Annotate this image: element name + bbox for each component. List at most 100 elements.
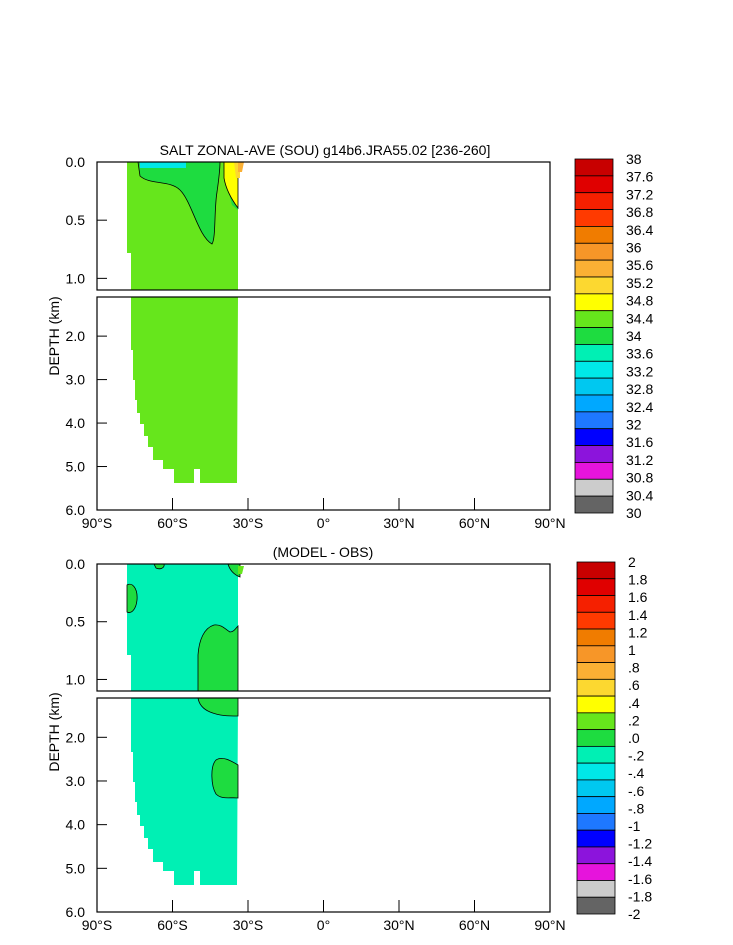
colorbar-label: -.6 [628, 783, 645, 799]
colorbar-swatch [576, 880, 616, 898]
x-tick-label: 30°N [383, 917, 414, 933]
colorbar-swatch [576, 561, 616, 580]
colorbar-label: 1.2 [628, 624, 648, 640]
panel1-fill-34.8-35.2 [223, 162, 239, 210]
y-tick-label: 5.0 [66, 860, 86, 876]
y-tick-label: 0.5 [66, 614, 86, 630]
panel1-lower-fills [131, 297, 238, 483]
y-tick-label: 3.0 [66, 372, 86, 388]
colorbar-label: 32 [626, 417, 642, 433]
colorbar-swatch [574, 428, 614, 446]
panel2-fill-0-0.2-north-surface [227, 564, 241, 578]
colorbar-swatch [576, 863, 616, 881]
colorbar-label: 34.8 [626, 293, 653, 309]
x-tick-label: 0° [317, 917, 330, 933]
colorbar-swatch [574, 478, 614, 497]
panel2-fill-0.2-0.4-surface [238, 566, 244, 574]
y-tick-label: 4.0 [66, 817, 86, 833]
colorbar-label: 34 [626, 328, 642, 344]
panel1-fill-33.6-34 [140, 162, 186, 168]
panel1-fill-34-34.4-upper [137, 162, 221, 245]
y-tick-label: 6.0 [66, 904, 86, 920]
colorbar-swatch [574, 360, 614, 379]
panel2-fill-main-lower [131, 698, 238, 885]
colorbar-swatch [574, 327, 614, 345]
colorbar-label: 31.6 [626, 434, 653, 450]
colorbar-swatch [576, 813, 616, 831]
colorbar-swatch [576, 779, 616, 798]
panel1-fill-35.6-36 [238, 162, 244, 172]
colorbar-swatch [574, 209, 614, 227]
x-tick-label: 90°N [534, 917, 565, 933]
colorbar-label: .0 [628, 730, 640, 746]
x-tick-label: 90°S [82, 917, 113, 933]
colorbar-label: 35.6 [626, 257, 653, 273]
x-tick-label: 90°N [534, 515, 565, 531]
colorbar-swatch [574, 192, 614, 210]
panel2-colorbar: 21.81.61.41.21.8.6.4.2.0-.2-.4-.6-.8-1-1… [576, 554, 652, 922]
panel2-title: (MODEL - OBS) [273, 544, 374, 560]
x-tick-label: 60°N [459, 515, 490, 531]
colorbar-label: 1.6 [628, 589, 648, 605]
colorbar-swatch [574, 394, 614, 413]
colorbar-label: 32.4 [626, 399, 653, 415]
colorbar-label: 2 [628, 554, 636, 570]
panel2-fill-0-0.2-west [126, 583, 138, 613]
x-tick-label: 30°S [233, 917, 264, 933]
colorbar-label: 35.2 [626, 275, 653, 291]
panel2-upper-frame [96, 563, 551, 692]
colorbar-swatch [574, 242, 614, 261]
y-tick-label: 1.0 [66, 270, 86, 286]
colorbar-label: 33.2 [626, 363, 653, 379]
colorbar-label: .2 [628, 712, 640, 728]
colorbar-label: 32.8 [626, 381, 653, 397]
y-tick-label: 5.0 [66, 459, 86, 475]
colorbar-swatch [576, 829, 616, 848]
colorbar-label: 36.8 [626, 204, 653, 220]
colorbar-swatch [576, 896, 616, 915]
colorbar-swatch [574, 462, 614, 480]
colorbar-label: 30.8 [626, 470, 653, 486]
panel2-x-axis: 90°S 60°S 30°S 0° 30°N 60°N 90°N [82, 900, 566, 933]
colorbar-label: -.2 [628, 748, 645, 764]
panel2-lower-fills [131, 698, 239, 885]
colorbar-swatch [576, 762, 616, 781]
colorbar-swatch [576, 595, 616, 613]
panel-salinity: SALT ZONAL-AVE (SOU) g14b6.JRA55.02 [236… [46, 142, 653, 531]
colorbar-swatch [574, 377, 614, 396]
colorbar-swatch [574, 175, 614, 194]
colorbar-swatch [576, 611, 616, 630]
colorbar-label: -1 [628, 818, 641, 834]
y-tick-label: 4.0 [66, 415, 86, 431]
y-tick-label: 1.0 [66, 671, 86, 687]
colorbar-swatch [576, 745, 616, 764]
y-tick-label: 2.0 [66, 729, 86, 745]
colorbar-label: 36 [626, 240, 642, 256]
colorbar-swatch [576, 796, 616, 814]
colorbar-label: 37.6 [626, 169, 653, 185]
colorbar-label: 37.2 [626, 186, 653, 202]
colorbar-label: -1.6 [628, 871, 652, 887]
colorbar-swatch [574, 411, 614, 430]
colorbar-swatch [574, 259, 614, 278]
colorbar-swatch [576, 729, 616, 747]
colorbar-swatch [574, 276, 614, 295]
colorbar-label: .4 [628, 695, 640, 711]
colorbar-label: 33.6 [626, 346, 653, 362]
colorbar-swatch [576, 678, 616, 697]
colorbar-label: 1.8 [628, 572, 648, 588]
x-tick-label: 30°S [233, 515, 264, 531]
panel2-ylabel: DEPTH (km) [46, 692, 62, 771]
colorbar-swatch [576, 846, 616, 865]
colorbar-swatch [576, 695, 616, 714]
y-tick-label: 3.0 [66, 773, 86, 789]
x-tick-label: 60°S [157, 515, 188, 531]
colorbar-swatch [574, 344, 614, 362]
colorbar-swatch [574, 226, 614, 244]
colorbar-swatch [576, 645, 616, 663]
colorbar-swatch [574, 293, 614, 312]
panel1-fill-main-lower [131, 297, 238, 483]
y-tick-label: 6.0 [66, 502, 86, 518]
